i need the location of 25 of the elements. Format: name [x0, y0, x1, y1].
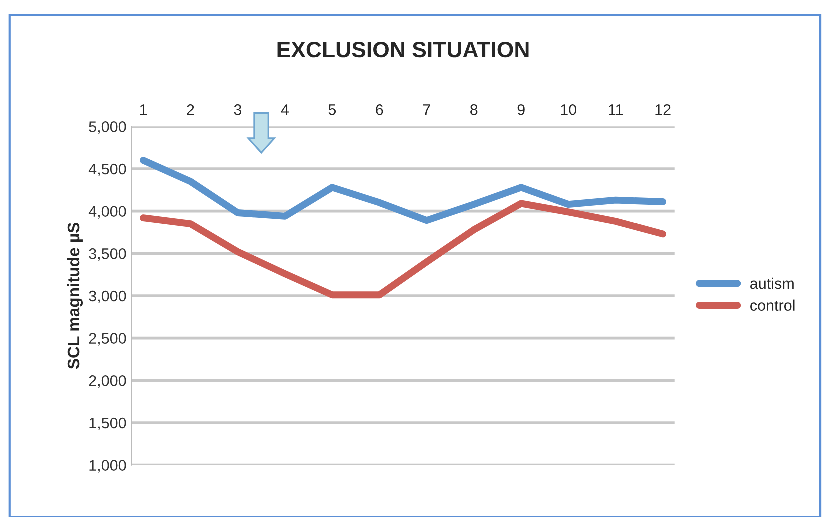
x-tick-label: 8 — [470, 104, 478, 116]
y-tick-label: 5,000 — [89, 122, 126, 134]
legend-label: control — [750, 300, 795, 312]
x-tick-label: 9 — [518, 104, 525, 116]
x-tick-label: 5 — [328, 104, 336, 116]
x-tick-label: 1 — [140, 104, 147, 116]
x-tick-label: 3 — [234, 104, 242, 116]
x-tick-label: 6 — [376, 104, 384, 116]
y-tick-label: 3,500 — [89, 248, 126, 262]
y-tick-label: 3,000 — [89, 290, 126, 304]
x-tick-label: 7 — [423, 104, 430, 116]
x-tick-label: 10 — [561, 104, 576, 116]
x-tick-label: 2 — [187, 104, 194, 116]
x-tick-label: 12 — [656, 104, 671, 116]
y-tick-label: 1,500 — [90, 418, 126, 430]
x-tick-label: 4 — [281, 104, 289, 116]
chart-title: EXCLUSION SITUATION — [278, 42, 529, 58]
y-tick-label: 4,500 — [88, 164, 126, 176]
x-tick-label: 11 — [609, 104, 624, 116]
y-tick-label: 2,000 — [89, 376, 126, 388]
y-tick-label: 4,000 — [88, 206, 126, 219]
y-tick-label: 2,500 — [89, 333, 126, 346]
legend-label: autism — [750, 278, 794, 290]
y-axis-title: SCL magnitude µS — [67, 222, 84, 370]
y-tick-label: 1,000 — [90, 460, 126, 473]
